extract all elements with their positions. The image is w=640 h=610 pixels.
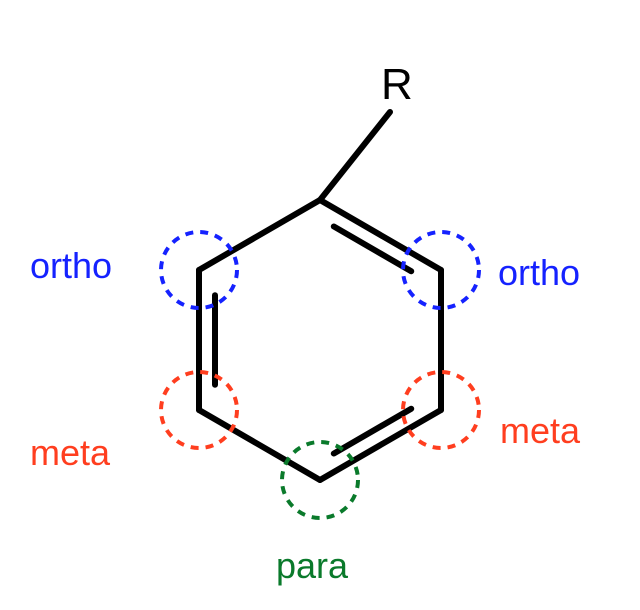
para-label: para	[276, 545, 348, 587]
benzene-diagram	[0, 0, 640, 610]
substituent-label: R	[381, 60, 413, 110]
substituent-bond	[320, 112, 390, 200]
ortho-left-label: ortho	[30, 245, 112, 287]
bond-c4-c5	[199, 410, 320, 480]
meta-right-label: meta	[500, 410, 580, 452]
meta-left-label: meta	[30, 432, 110, 474]
ortho-right-label: ortho	[498, 252, 580, 294]
bond-c1-c2	[320, 200, 441, 270]
